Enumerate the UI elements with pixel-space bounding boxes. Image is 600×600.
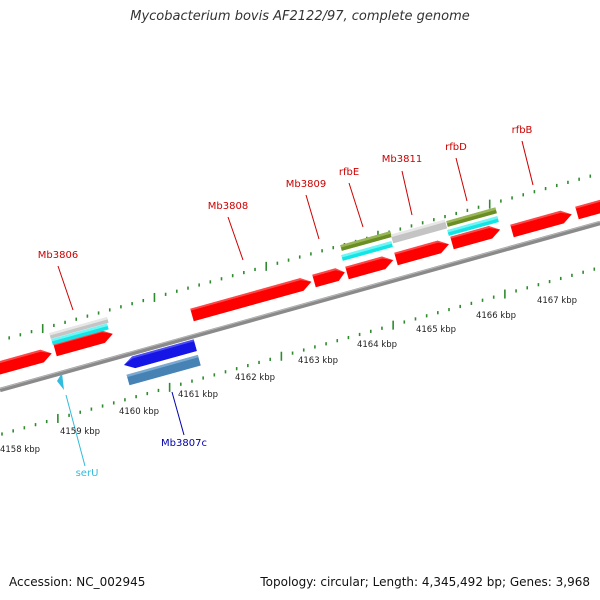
- cds-arrow-mb3809: [312, 268, 345, 288]
- cds-arrow: [0, 349, 52, 377]
- kbp-label: 4159 kbp: [60, 427, 100, 437]
- gene-label: rfbD: [445, 142, 467, 153]
- cds-arrow-mb3808: [190, 278, 312, 322]
- cds-arrow-rfbb: [510, 210, 572, 238]
- gene-bar-olive: [446, 207, 497, 227]
- genome-stats-text: Topology: circular; Length: 4,345,492 bp…: [260, 575, 590, 589]
- gene-label: serU: [76, 468, 99, 479]
- lower-tick-marks: [1, 267, 596, 436]
- gene-label: rfbE: [339, 167, 359, 178]
- kbp-label: 4167 kbp: [537, 296, 577, 306]
- label-leader-line: [305, 194, 320, 240]
- kbp-label: 4163 kbp: [298, 356, 338, 366]
- gene-bar-cyan: [447, 216, 499, 236]
- kbp-labels: 4158 kbp 4159 kbp 4160 kbp 4161 kbp 4162 kbp…: [0, 296, 577, 455]
- gene-label: rfbB: [512, 125, 533, 136]
- gene-features: [0, 198, 600, 390]
- kbp-label: 4162 kbp: [235, 373, 275, 383]
- label-leader-line: [65, 394, 86, 467]
- kbp-label: 4161 kbp: [178, 390, 218, 400]
- kbp-label: 4158 kbp: [0, 445, 40, 455]
- label-leader-line: [455, 157, 468, 202]
- gene-bar-steelblue: [126, 354, 201, 386]
- cds-arrow: [575, 198, 600, 220]
- cds-arrow-rfbe: [345, 256, 394, 280]
- label-leader-line: [227, 216, 244, 261]
- label-leader-line: [521, 140, 534, 186]
- gene-bar-cyan: [341, 241, 393, 261]
- label-leader-line: [57, 265, 74, 311]
- gene-label: Mb3808: [208, 201, 248, 212]
- kbp-label: 4165 kbp: [416, 325, 456, 335]
- cds-arrow-rfbd: [450, 226, 501, 250]
- kbp-label: 4160 kbp: [119, 407, 159, 417]
- accession-text: Accession: NC_002945: [9, 575, 146, 589]
- gene-label: Mb3807c: [161, 438, 207, 449]
- upper-tick-marks: [8, 174, 592, 340]
- label-leader-line: [401, 170, 413, 216]
- gene-bar-gray: [49, 317, 109, 339]
- gene-label: Mb3806: [38, 250, 78, 261]
- gene-label: Mb3809: [286, 179, 326, 190]
- gene-labels: Mb3806 Mb3808 Mb3809 rfbE Mb3811 rfbD rfbB Mb38…: [38, 125, 533, 479]
- genome-backbone-highlight: [0, 221, 600, 389]
- cds-arrow-mb3811: [394, 240, 449, 266]
- seru-marker: [57, 373, 64, 390]
- label-leaders: [57, 140, 534, 467]
- kbp-label: 4164 kbp: [357, 340, 397, 350]
- map-title: Mycobacterium bovis AF2122/97, complete …: [130, 9, 470, 24]
- cds-arrow: [53, 330, 113, 357]
- gene-bar-cyan: [51, 323, 109, 345]
- cds-arrow-mb3807c: [124, 339, 197, 369]
- kbp-label: 4166 kbp: [476, 311, 516, 321]
- label-leader-line: [171, 391, 185, 436]
- genome-backbone: [0, 220, 600, 393]
- label-leader-line: [348, 182, 364, 228]
- gene-bar-gray: [390, 219, 448, 244]
- gene-label: Mb3811: [382, 154, 422, 165]
- gene-bar-olive: [340, 231, 392, 251]
